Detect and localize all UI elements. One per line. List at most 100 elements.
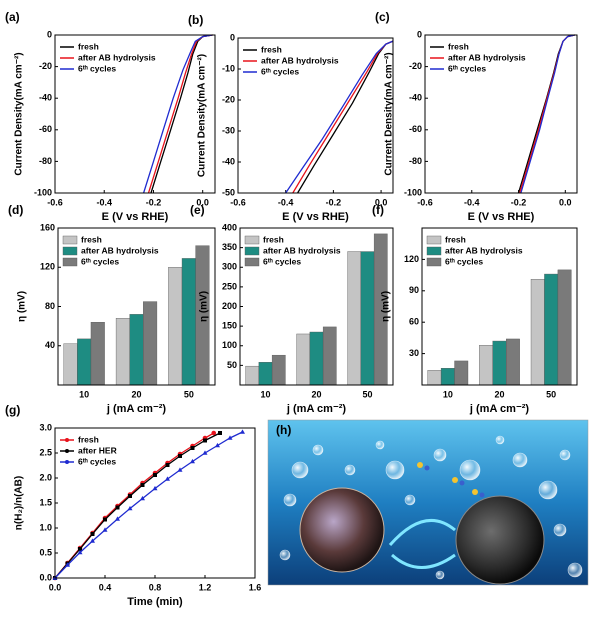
bar [63,343,78,386]
bubbles [279,435,583,580]
y-tick-label: 150 [222,321,237,331]
marker [203,438,207,443]
y-tick-label: 120 [404,254,419,264]
y-tick-label: -50 [222,187,235,197]
legend-marker [65,460,69,464]
legend-label: fresh [81,234,102,244]
legend-label: 6ᵗʰ cycles [448,63,486,73]
legend-label: 6ᵗʰ cycles [78,63,116,73]
legend-label: after AB hydrolysis [448,52,526,62]
y-tick-label: 90 [409,285,419,295]
x-axis-label: Time (min) [127,596,183,608]
bar [143,301,158,386]
bar [90,322,105,386]
marker [178,454,182,458]
y-tick-label: 300 [222,262,237,272]
marker [152,485,158,491]
marker [77,549,83,555]
panel-label: (c) [375,10,390,24]
y-tick-label: 250 [222,281,237,291]
y-axis-label: η (mV) [199,291,210,322]
data-line [54,432,221,579]
y-tick-label: 1.0 [39,522,52,532]
plot-frame [237,37,394,194]
bar [296,333,311,386]
x-tick-label: 50 [546,389,556,399]
plot-frame [424,34,578,194]
x-tick-label: -0.6 [47,197,63,207]
x-tick-label: -0.2 [511,197,527,207]
x-tick-label: 10 [79,389,89,399]
data-line [142,34,213,194]
legend-swatch [426,235,442,245]
legend-swatch [426,257,442,267]
y-tick-label: 50 [227,360,237,370]
bar [271,354,286,386]
y-tick-label: -10 [222,63,235,73]
y-tick-label: -40 [222,156,235,166]
image-frame [267,419,589,586]
y-tick-label: -20 [39,61,52,71]
y-tick-label: -60 [39,124,52,134]
legend-label: 6ᵗʰ cycles [81,256,119,266]
y-tick-label: 200 [222,301,237,311]
marker [115,505,120,510]
y-tick-label: 0 [417,29,422,39]
y-tick-label: -100 [404,187,422,197]
x-axis-label: j (mA cm⁻²) [286,403,347,415]
legend-label: after AB hydrolysis [263,245,341,255]
x-tick-label: 50 [184,389,194,399]
y-tick-label: 1.5 [39,497,52,507]
plot-frame [57,227,216,386]
marker [103,517,107,522]
legend-swatch [62,246,78,256]
catalyst-sphere [455,495,545,585]
y-axis-label: Current Density(mA cm⁻²) [384,52,395,175]
legend-label: after AB hydrolysis [261,55,339,65]
marker [211,430,217,436]
x-tick-label: 50 [362,389,372,399]
marker [140,483,145,487]
panel-label: (e) [190,203,205,217]
y-axis-label: η (mV) [17,291,28,322]
data-line [520,34,575,194]
bar [506,338,520,386]
legend-swatch [244,257,260,267]
y-tick-label: 0.5 [39,547,52,557]
marker [202,450,208,455]
y-axis-label: η (mV) [381,291,392,322]
legend-swatch [62,235,78,245]
x-tick-label: -0.2 [146,197,162,207]
x-tick-label: 0.0 [375,197,388,207]
bar [115,318,130,386]
x-tick-label: 1.6 [249,582,262,592]
marker [240,429,245,434]
marker [102,527,108,532]
x-tick-label: 20 [311,389,321,399]
plot-frame [239,227,394,386]
marker [115,516,120,521]
bar [129,314,144,386]
data-line [285,40,394,194]
arrow [391,553,456,569]
x-tick-label: 10 [443,389,453,399]
y-tick-label: 120 [40,262,55,272]
legend-label: after AB hydrolysis [81,245,159,255]
marker [90,532,95,536]
x-tick-label: 0.0 [196,197,209,207]
y-tick-label: 80 [45,301,55,311]
marker [90,538,95,543]
data-line [54,431,243,579]
y-tick-label: -40 [39,93,52,103]
y-tick-label: 100 [222,340,237,350]
marker [140,495,145,501]
legend-marker [65,449,69,453]
marker [128,494,132,498]
x-tick-label: -0.6 [230,197,246,207]
x-tick-label: -0.6 [417,197,433,207]
bar [245,365,260,386]
plot-frame [54,34,216,194]
legend-label: fresh [445,234,466,244]
x-axis-label: E (V vs RHE) [468,211,535,223]
y-tick-label: -80 [39,156,52,166]
